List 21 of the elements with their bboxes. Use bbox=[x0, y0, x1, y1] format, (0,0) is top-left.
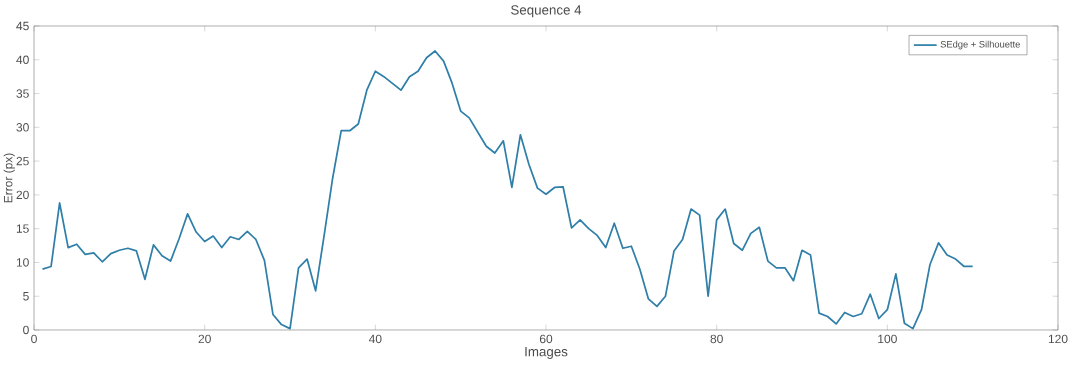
x-tick-label: 120 bbox=[1048, 334, 1068, 344]
x-tick-label: 0 bbox=[31, 334, 37, 344]
y-tick-label: 20 bbox=[16, 190, 29, 200]
y-tick-label: 10 bbox=[16, 258, 29, 267]
y-tick-label: 5 bbox=[23, 292, 29, 301]
x-axis-title: Images bbox=[525, 347, 568, 359]
y-tick-label: 45 bbox=[16, 21, 29, 31]
x-tick-label: 100 bbox=[878, 334, 897, 344]
chart-title: Sequence 4 bbox=[511, 5, 582, 18]
x-tick-label: 60 bbox=[539, 334, 553, 344]
x-tick-label: 40 bbox=[368, 334, 382, 344]
y-tick-label: 15 bbox=[16, 224, 29, 233]
y-tick-label: 30 bbox=[16, 123, 29, 132]
x-tick-label: 80 bbox=[710, 334, 723, 344]
y-tick-label: 35 bbox=[16, 89, 29, 98]
y-axis-title: Error (px) bbox=[3, 153, 15, 203]
y-tick-label: 0 bbox=[23, 325, 29, 335]
legend-label: SEdge + Silhouette bbox=[940, 40, 1020, 50]
y-tick-label: 40 bbox=[16, 55, 29, 65]
y-tick-label: 25 bbox=[16, 156, 29, 166]
x-tick-label: 20 bbox=[198, 334, 211, 344]
